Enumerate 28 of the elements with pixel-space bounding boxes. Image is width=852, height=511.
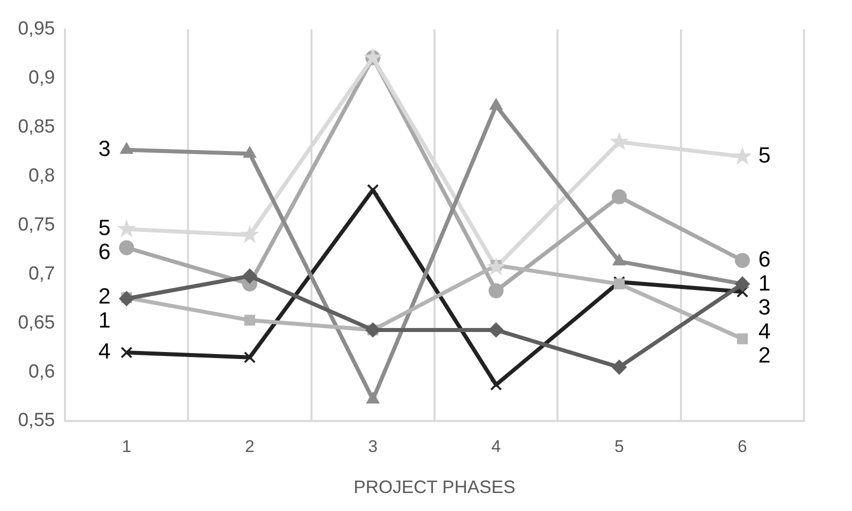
x-tick-label: 6 [738,436,748,456]
y-tick-label: 0,75 [18,214,55,236]
y-tick-label: 0,55 [18,410,55,432]
x-axis-title: PROJECT PHASES [354,477,516,498]
y-tick-label: 0,7 [28,263,55,284]
text: 2 [98,284,111,309]
x-tick-label: 1 [122,436,132,456]
category-label: 3 [758,294,771,320]
text: 1 [98,308,111,333]
y-tick-label: 0,65 [18,312,55,334]
y-tick-label: 0,95 [18,18,55,40]
series-label: 3 [98,136,111,161]
text: 5 [98,215,111,240]
x-tick-label: 5 [614,436,624,456]
x-tick-label: 3 [368,436,378,456]
x-tick-label: 2 [245,436,254,456]
series-label: 1 [758,270,771,296]
series-label: 4 [98,338,111,364]
series-label: 6 [758,246,771,272]
y-tick-label: 0,6 [28,361,55,382]
series-label: 5 [758,142,771,168]
y-tick-label: 0,85 [18,116,55,138]
series-label: 2 [758,342,771,368]
text: 6 [98,239,111,264]
y-tick-label: 0,9 [28,68,55,89]
category-label: 4 [758,318,771,344]
y-tick-label: 0,8 [28,165,55,186]
x-tick-label: 4 [491,436,501,456]
